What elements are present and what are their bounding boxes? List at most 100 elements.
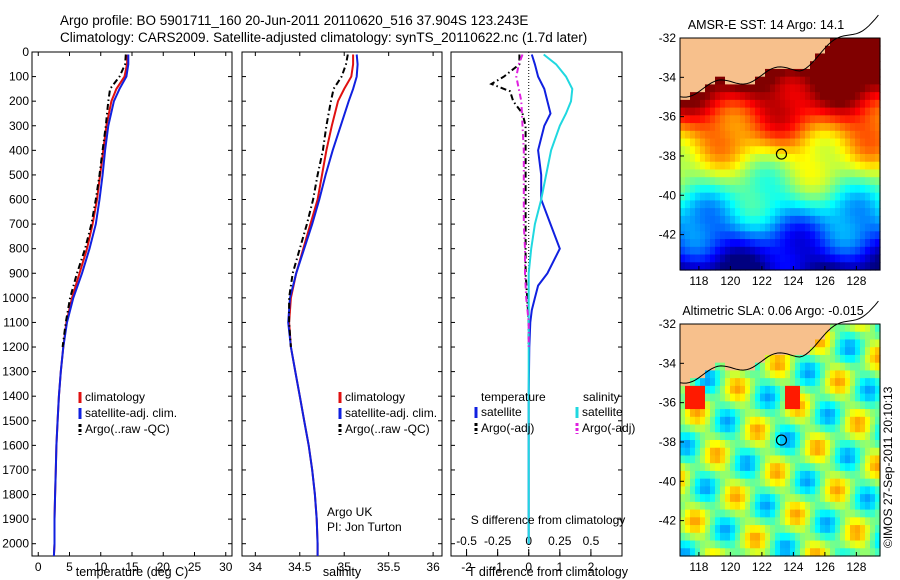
map-cell: [780, 362, 786, 371]
map-cell: [870, 123, 876, 132]
map-cell: [725, 409, 731, 418]
map-cell: [695, 370, 701, 379]
map-cell: [790, 45, 796, 55]
map-cell: [830, 262, 836, 271]
salinity-xlabel: salinity: [323, 565, 362, 579]
map-cell: [690, 177, 696, 186]
map-cell: [685, 254, 691, 263]
lat-tick-label: -40: [659, 188, 677, 202]
map-cell: [720, 53, 726, 62]
map-cell: [740, 215, 746, 225]
map-cell: [685, 262, 691, 271]
map-cell: [730, 107, 736, 116]
map-cell: [810, 45, 816, 55]
map-cell: [750, 231, 756, 240]
map-cell: [765, 200, 771, 209]
map-cell: [690, 455, 696, 464]
map-cell: [840, 76, 846, 85]
map-cell: [810, 107, 816, 116]
map-cell: [750, 169, 756, 178]
map-cell: [835, 53, 841, 62]
map-cell: [810, 409, 816, 418]
map-cell: [725, 378, 731, 387]
map-cell: [770, 215, 776, 225]
map-cell: [755, 246, 761, 256]
difference-axes-box: [450, 51, 623, 557]
map-cell: [790, 440, 796, 449]
map-cell: [870, 154, 876, 163]
map-cell: [705, 432, 711, 441]
map-cell: [795, 501, 801, 511]
map-cell: [720, 447, 726, 457]
map-cell: [810, 92, 816, 101]
map-cell: [810, 354, 816, 364]
map-cell: [825, 478, 831, 487]
map-cell: [700, 61, 706, 70]
map-cell: [825, 494, 831, 503]
map-cell: [680, 68, 686, 78]
map-cell: [800, 262, 806, 271]
map-cell: [760, 68, 766, 78]
map-cell: [755, 130, 761, 140]
map-cell: [760, 478, 766, 487]
map-cell: [840, 123, 846, 132]
map-cell: [780, 424, 786, 433]
map-cell: [865, 146, 871, 155]
map-cell: [685, 184, 691, 194]
map-cell: [790, 409, 796, 418]
map-cell: [855, 107, 861, 116]
map-cell: [775, 208, 781, 217]
map-cell: [765, 138, 771, 147]
map-cell: [795, 161, 801, 171]
map-cell: [730, 362, 736, 371]
map-cell: [770, 246, 776, 256]
map-cell: [865, 470, 871, 480]
map-cell: [700, 130, 706, 140]
map-cell: [775, 339, 781, 348]
map-cell: [680, 254, 686, 263]
map-cell: [825, 130, 831, 140]
map-cell: [830, 362, 836, 371]
map-cell: [865, 76, 871, 85]
map-cell: [840, 246, 846, 256]
map-cell: [830, 84, 836, 93]
map-cell: [790, 68, 796, 78]
map-cell: [765, 494, 771, 503]
map-cell: [790, 416, 796, 426]
map-cell: [680, 169, 686, 178]
depth-tick-label: 1400: [2, 389, 29, 403]
map-cell: [790, 138, 796, 147]
map-cell: [820, 401, 826, 410]
map-cell: [765, 440, 771, 449]
map-cell: [785, 254, 791, 263]
map-cell: [745, 184, 751, 194]
map-cell: [765, 223, 771, 232]
map-cell: [810, 184, 816, 194]
map-cell: [755, 432, 761, 441]
map-cell: [755, 455, 761, 464]
map-cell: [745, 107, 751, 116]
map-cell: [820, 154, 826, 163]
map-cell: [730, 231, 736, 240]
map-cell: [685, 532, 691, 542]
map-cell: [855, 239, 861, 248]
map-cell: [695, 455, 701, 464]
map-cell: [770, 130, 776, 140]
map-cell: [740, 447, 746, 457]
map-cell: [815, 184, 821, 194]
map-cell: [830, 154, 836, 163]
map-cell: [780, 169, 786, 178]
map-cell: [870, 517, 876, 526]
map-cell: [835, 409, 841, 418]
map-cell: [690, 378, 696, 387]
t-difference-tick-label: 0: [525, 560, 532, 574]
map-cell: [815, 254, 821, 263]
map-cell: [690, 324, 696, 333]
map-cell: [715, 470, 721, 480]
map-cell: [855, 246, 861, 256]
map-cell: [700, 409, 706, 418]
map-cell: [710, 501, 716, 511]
map-cell: [820, 478, 826, 487]
map-cell: [825, 200, 831, 209]
map-cell: [790, 509, 796, 518]
